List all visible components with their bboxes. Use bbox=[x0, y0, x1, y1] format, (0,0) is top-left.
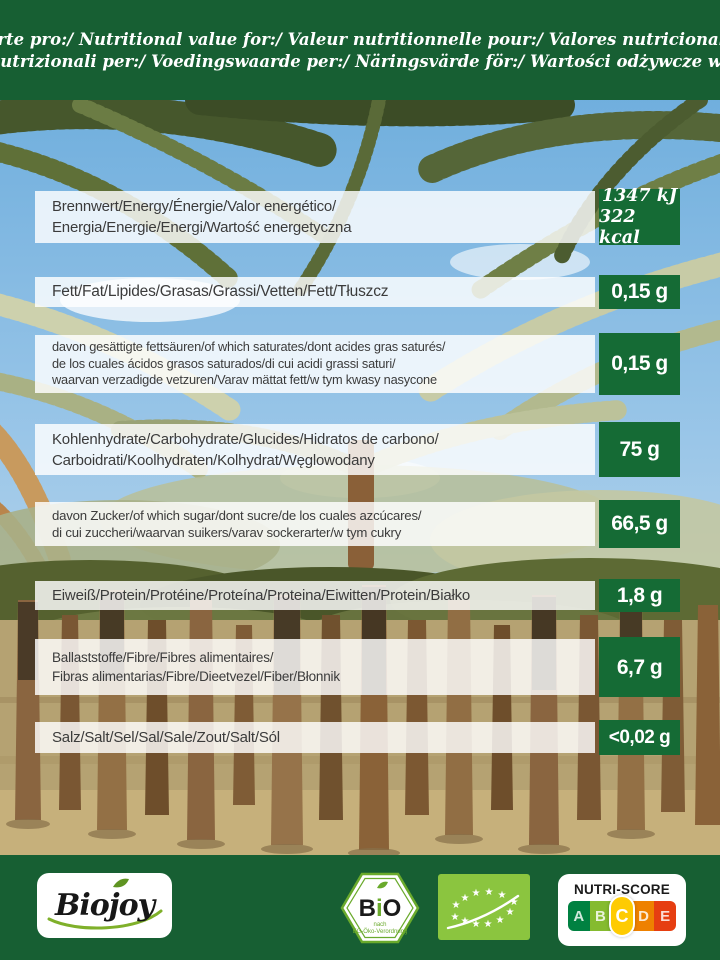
row-saturates: davon gesättigte fettsäuren/of which sat… bbox=[35, 333, 680, 395]
biojoy-logo: Biojoy bbox=[37, 873, 172, 938]
nutrient-value: 0,15 g bbox=[599, 275, 680, 309]
row-protein: Eiweiß/Protein/Protéine/Proteína/Protein… bbox=[35, 579, 680, 612]
nutrient-label: Brennwert/Energy/Énergie/Valor energétic… bbox=[35, 191, 595, 243]
svg-text:★: ★ bbox=[484, 919, 493, 930]
nutrient-value: 6,7 g bbox=[599, 637, 680, 697]
header-line-2: Valori nutrizionali per:/ Voedingswaarde… bbox=[0, 51, 720, 71]
nutrient-value: 75 g bbox=[599, 422, 680, 477]
svg-text:EG-Öko-Verordnung: EG-Öko-Verordnung bbox=[353, 928, 408, 935]
svg-text:★: ★ bbox=[496, 915, 505, 926]
row-fat: Fett/Fat/Lipides/Grasas/Grassi/Vetten/Fe… bbox=[35, 275, 680, 309]
bio-seal-icon: BiO nach EG-Öko-Verordnung bbox=[340, 872, 420, 944]
row-energy: Brennwert/Energy/Énergie/Valor energétic… bbox=[35, 186, 680, 248]
svg-text:★: ★ bbox=[451, 912, 460, 923]
svg-text:★: ★ bbox=[498, 890, 507, 901]
header-band: Nährwerte pro:/ Nutritional value for:/ … bbox=[0, 0, 720, 100]
svg-text:BiO: BiO bbox=[359, 895, 402, 922]
svg-text:★: ★ bbox=[510, 897, 519, 908]
svg-text:nach: nach bbox=[373, 922, 386, 928]
nutrient-label: Kohlenhydrate/Carbohydrate/Glucides/Hidr… bbox=[35, 424, 595, 475]
nutrient-value: 66,5 g bbox=[599, 500, 680, 548]
nutrient-label: Fett/Fat/Lipides/Grasas/Grassi/Vetten/Fe… bbox=[35, 277, 595, 307]
nutrient-label: Ballaststoffe/Fibre/Fibres alimentaires/… bbox=[35, 639, 595, 695]
row-carbohydrate: Kohlenhydrate/Carbohydrate/Glucides/Hidr… bbox=[35, 422, 680, 477]
nutri-score-title: NUTRI-SCORE bbox=[574, 882, 670, 897]
nutri-grade-a: A bbox=[568, 901, 590, 931]
nutri-grade-d: D bbox=[632, 901, 655, 931]
nutrient-label: davon gesättigte fettsäuren/of which sat… bbox=[35, 335, 595, 393]
nutri-selected-grade: C bbox=[609, 895, 635, 937]
nutri-score-badge: NUTRI-SCORE A B D E C bbox=[558, 874, 686, 946]
nutrient-label: Eiweiß/Protein/Protéine/Proteína/Protein… bbox=[35, 581, 595, 610]
row-fibre: Ballaststoffe/Fibre/Fibres alimentaires/… bbox=[35, 637, 680, 697]
svg-text:★: ★ bbox=[452, 900, 461, 911]
svg-text:★: ★ bbox=[472, 888, 481, 899]
row-salt: Salz/Salt/Sel/Sal/Sale/Zout/Salt/Sól <0,… bbox=[35, 720, 680, 755]
svg-text:★: ★ bbox=[461, 893, 470, 904]
nutrient-value: 0,15 g bbox=[599, 333, 680, 395]
header-line-1: Nährwerte pro:/ Nutritional value for:/ … bbox=[0, 29, 720, 49]
svg-text:★: ★ bbox=[461, 916, 470, 927]
nutrient-label: Salz/Salt/Sel/Sal/Sale/Zout/Salt/Sól bbox=[35, 722, 595, 753]
nutri-grade-e: E bbox=[654, 901, 676, 931]
biojoy-swoosh-leaf-icon bbox=[47, 878, 163, 930]
svg-text:★: ★ bbox=[472, 919, 481, 930]
nutrient-value: 1,8 g bbox=[599, 579, 680, 612]
svg-text:★: ★ bbox=[485, 887, 494, 898]
row-sugars: davon Zucker/of which sugar/dont sucre/d… bbox=[35, 500, 680, 548]
nutrient-value: <0,02 g bbox=[599, 720, 680, 755]
biojoy-logo-text: Biojoy bbox=[54, 888, 155, 923]
eu-organic-logo-icon: ★ ★ ★ ★ ★ ★ ★ ★ ★ ★ ★ ★ bbox=[438, 874, 530, 940]
nutrient-label: davon Zucker/of which sugar/dont sucre/d… bbox=[35, 502, 595, 546]
svg-text:★: ★ bbox=[506, 907, 515, 918]
nutrient-value: 1347 kJ 322 kcal bbox=[599, 186, 680, 248]
nutri-score-scale: A B D E C bbox=[568, 895, 676, 937]
nutri-grade-b: B bbox=[589, 901, 612, 931]
